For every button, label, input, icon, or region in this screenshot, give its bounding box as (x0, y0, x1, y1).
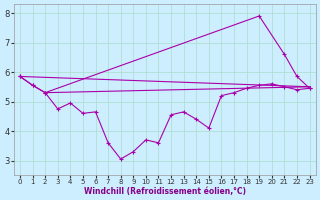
X-axis label: Windchill (Refroidissement éolien,°C): Windchill (Refroidissement éolien,°C) (84, 187, 246, 196)
